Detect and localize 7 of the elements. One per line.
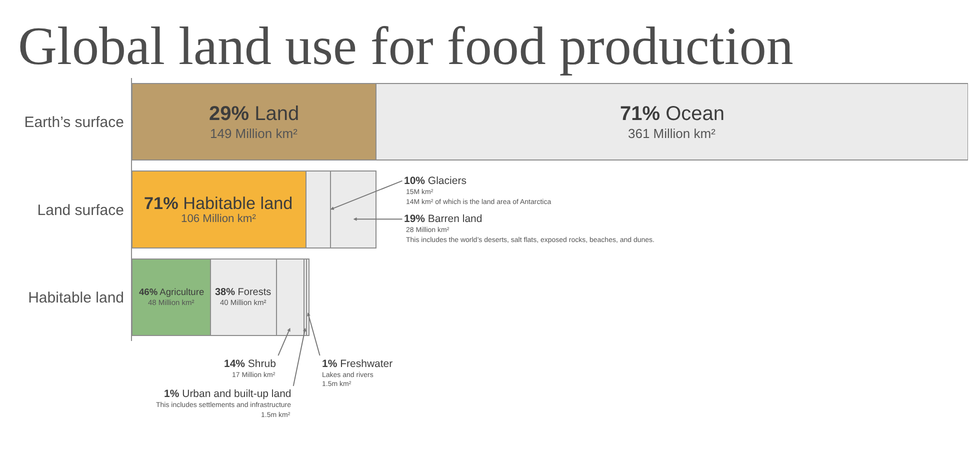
y-tick-label: Land surface [37,202,124,219]
y-tick-label: Habitable land [28,289,124,306]
chart-title: Global land use for food production [18,16,794,76]
data-label: 29% Land 149 Million km² [209,103,300,141]
data-label: 71% Habitable land 106 Million km² [144,193,293,225]
data-label: 71% Ocean 361 Million km² [620,103,725,141]
y-tick-label: Earth’s surface [24,114,124,132]
